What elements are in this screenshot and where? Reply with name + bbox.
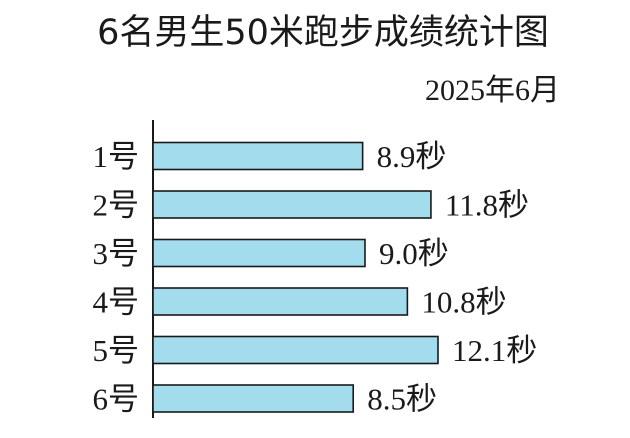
bar [152,287,409,316]
value-label: 9.0秒 [379,236,449,271]
value-label: 11.8秒 [445,188,529,223]
chart-subtitle: 2025年6月 [425,74,560,107]
chart-title: 6名男生50米跑步成绩统计图 [97,13,549,53]
category-label: 1号 [93,139,140,174]
category-label: 6号 [93,382,140,417]
bar [152,190,432,219]
category-label: 2号 [93,188,140,223]
category-label: 3号 [93,236,140,271]
value-label: 8.9秒 [377,139,447,174]
bar [152,238,366,268]
bar [152,141,364,171]
bar-group: 1号 8.9秒 2号 11.8秒 3号 9.0秒 4号 10.8秒 5号 12.1秒 6号 8.5秒 [93,139,538,417]
value-label: 8.5秒 [367,382,437,417]
value-label: 12.1秒 [452,333,537,368]
category-label: 4号 [93,285,140,320]
value-label: 10.8秒 [421,285,506,320]
category-label: 5号 [93,333,140,368]
bar [152,384,355,413]
bar [152,335,439,365]
